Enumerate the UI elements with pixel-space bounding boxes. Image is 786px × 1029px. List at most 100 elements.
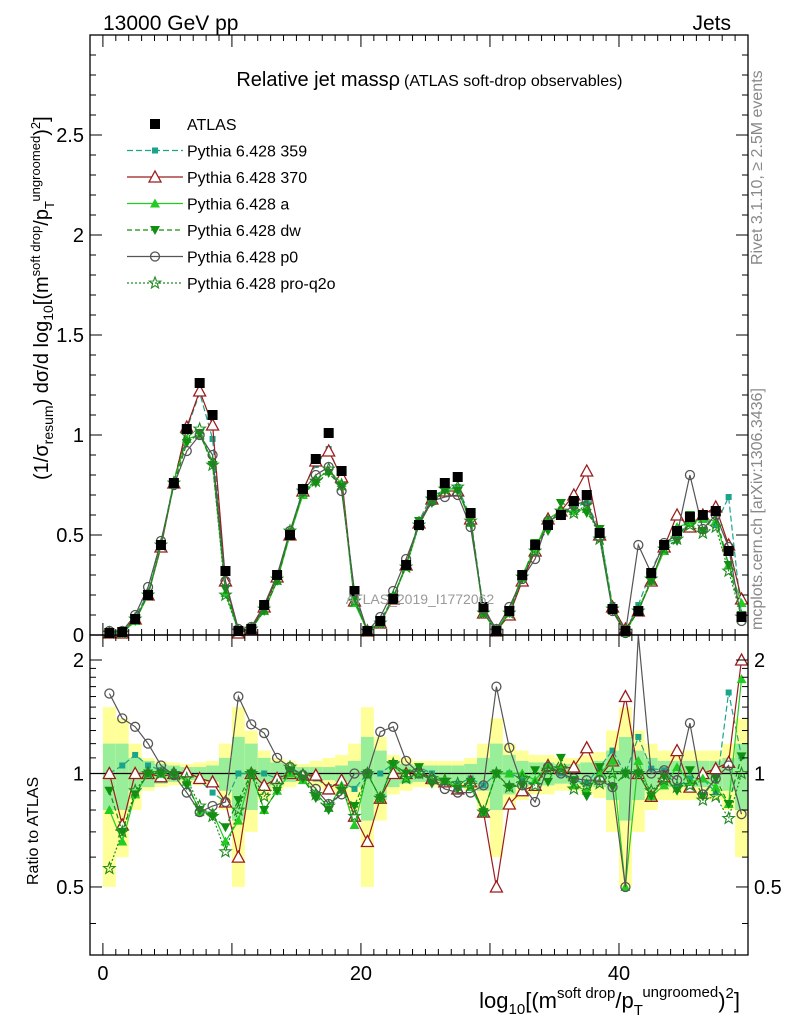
ratio-point (684, 717, 696, 729)
ratio-series-line (109, 692, 743, 803)
ratio-point (205, 808, 220, 823)
ratio-point (153, 765, 169, 780)
y-tick-label: 0.5 (56, 525, 84, 547)
ratio-band-inner (219, 757, 232, 791)
atlas-point (672, 526, 683, 536)
ratio-point (695, 792, 710, 807)
data-point (220, 575, 231, 587)
ratio-point (553, 760, 569, 775)
atlas-point (168, 478, 179, 488)
ratio-point (708, 788, 724, 803)
ratio-y-tick-label: 2 (73, 650, 84, 672)
ratio-point (736, 674, 747, 684)
data-point (669, 507, 685, 521)
atlas-point (220, 566, 231, 576)
data-point (439, 491, 450, 503)
data-point (708, 519, 724, 534)
ratio-point (725, 689, 732, 696)
ratio-point (594, 775, 605, 786)
ratio-series-line (108, 762, 743, 869)
main-plot-marks (102, 378, 749, 640)
atlas-point (310, 454, 321, 464)
ratio-point (463, 777, 478, 792)
ratio-point (130, 721, 141, 732)
ratio-point (452, 787, 463, 798)
ratio-band-inner (618, 736, 632, 821)
ratio-point (682, 777, 698, 792)
ratio-point (540, 762, 556, 777)
ratio-point (220, 823, 231, 833)
atlas-point (568, 496, 579, 506)
ratio-point (128, 783, 143, 797)
ratio-point (166, 765, 182, 780)
data-point (684, 469, 696, 481)
legend-label: Pythia 6.428 370 (187, 170, 307, 187)
ratio-point (351, 785, 358, 792)
ratio-y-tick-label-right: 0.5 (754, 877, 782, 899)
ratio-point (142, 738, 154, 749)
atlas-point (555, 510, 566, 520)
ratio-point (579, 777, 594, 792)
ratio-point (349, 820, 360, 830)
ratio-point (618, 765, 633, 780)
ratio-point (631, 765, 646, 780)
atlas-point (272, 570, 283, 580)
ratio-y-tick-label: 0.5 (56, 877, 84, 899)
ratio-point (388, 721, 399, 732)
ratio-point (504, 768, 515, 778)
ratio-point (581, 792, 592, 802)
header-left: 13000 GeV pp (103, 12, 238, 35)
ratio-point (566, 759, 581, 773)
ratio-point (117, 836, 128, 846)
atlas-point (375, 616, 386, 626)
data-point (684, 518, 695, 527)
ratio-point (476, 804, 491, 819)
atlas-point (349, 586, 360, 596)
atlas-point (543, 520, 554, 530)
ratio-point (478, 780, 489, 791)
data-point (205, 417, 220, 431)
ratio-point (581, 775, 592, 786)
legend-label: Pythia 6.428 dw (187, 223, 301, 240)
ratio-point (386, 756, 401, 771)
atlas-point (697, 510, 708, 520)
legend-marker (150, 226, 160, 235)
y-tick-label: 1 (73, 425, 84, 447)
ratio-point (220, 796, 231, 808)
data-point (695, 525, 710, 540)
ratio-point (519, 775, 526, 782)
ratio-point (465, 777, 476, 787)
legend-label: Pythia 6.428 p0 (187, 250, 298, 267)
ratio-point (231, 849, 246, 863)
atlas-point (439, 478, 450, 488)
ratio-point (360, 765, 375, 780)
legend-label: Pythia 6.428 pro-q2o (187, 276, 336, 293)
ratio-point (437, 772, 452, 787)
ratio-point (736, 752, 747, 762)
atlas-point (362, 626, 373, 636)
ratio-point (491, 681, 502, 692)
ratio-point (114, 824, 130, 838)
ratio-point (439, 783, 450, 795)
ratio-point (566, 781, 581, 796)
ratio-point (334, 781, 349, 796)
ratio-point (502, 779, 517, 794)
mcplots-label: mcplots.cern.ch [arXiv:1306.3436] (749, 388, 766, 630)
ratio-point (710, 782, 721, 792)
ratio-point (450, 776, 465, 790)
ratio-point (347, 808, 362, 823)
ratio-band-inner (644, 757, 658, 791)
ratio-point (697, 792, 708, 802)
atlas-point (104, 628, 115, 638)
ratio-frame (89, 634, 749, 956)
axes: 0 20 40 0 0.5 1 1.5 2 2.5 0.5 0.5 1 1 2 2 (56, 34, 782, 985)
ratio-point (231, 802, 246, 817)
ratio-point (192, 771, 207, 785)
ratio-point (271, 752, 283, 764)
data-point (194, 429, 205, 441)
atlas-point (194, 378, 205, 388)
x-tick-label: 20 (350, 963, 372, 985)
ratio-point (373, 790, 388, 805)
data-point (334, 477, 349, 492)
